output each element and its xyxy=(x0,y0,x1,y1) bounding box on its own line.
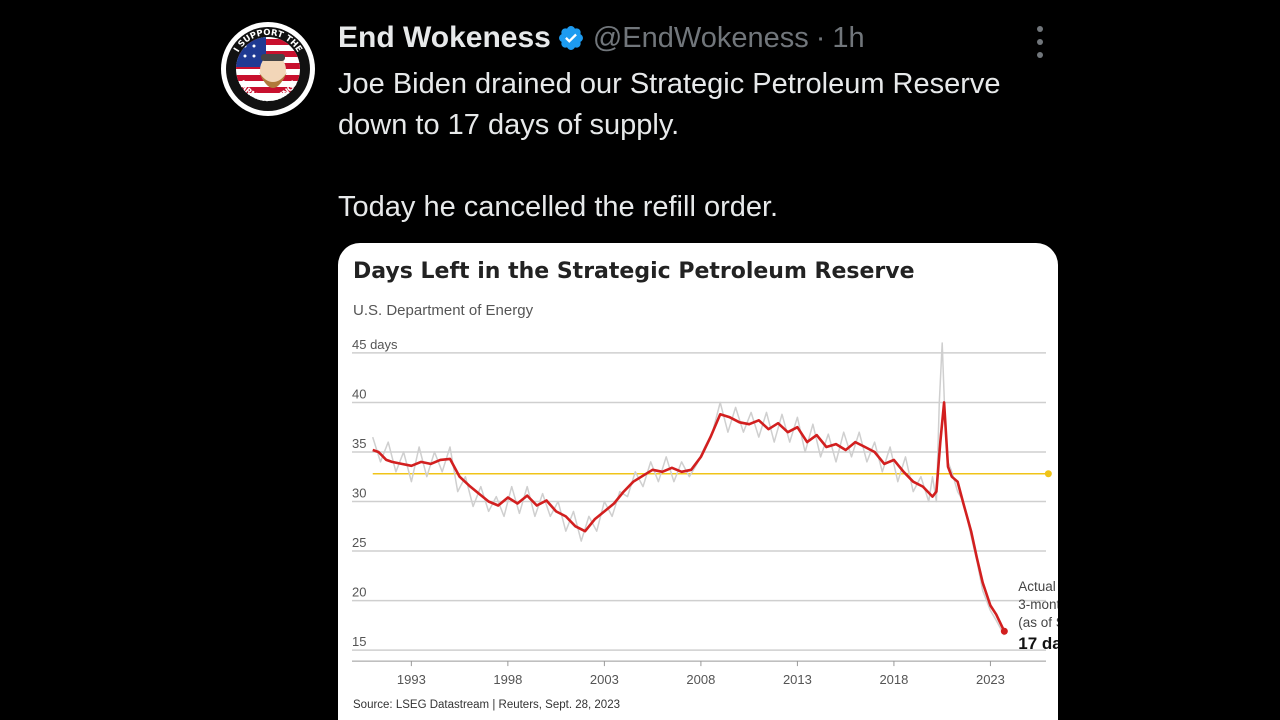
chart-title: Days Left in the Strategic Petroleum Res… xyxy=(353,259,915,284)
post-header: End Wokeness @EndWokeness · 1h xyxy=(338,18,865,58)
y-tick-label: 30 xyxy=(352,486,366,501)
annotation-line-3: (as of Sept. 22, 2023) xyxy=(1018,615,1058,630)
x-tick-label: 2008 xyxy=(686,672,715,687)
y-tick-label: 25 xyxy=(352,535,366,550)
chart-source: Source: LSEG Datastream | Reuters, Sept.… xyxy=(353,699,620,711)
x-tick-label: 2018 xyxy=(879,672,908,687)
post-text-line-3: Today he cancelled the refill order. xyxy=(338,191,779,223)
y-tick-label: 15 xyxy=(352,634,366,649)
x-axis-labels: 1993 1998 2003 2008 2013 2018 2023 xyxy=(397,672,1005,687)
post-text-line-1: Joe Biden drained our Strategic Petroleu… xyxy=(338,68,1001,100)
avatar-badge-icon: I SUPPORT THE FARMER THINGS xyxy=(222,23,314,115)
post-timestamp[interactable]: 1h xyxy=(832,21,865,54)
y-tick-label: 20 xyxy=(352,585,366,600)
x-tick-label: 2013 xyxy=(783,672,812,687)
average-marker xyxy=(1044,470,1052,478)
annotation-value: 17 days xyxy=(1018,634,1058,653)
chart-annotation: Actual value and 3-month average (as of … xyxy=(1018,579,1058,653)
author-avatar[interactable]: I SUPPORT THE FARMER THINGS xyxy=(221,22,315,116)
chart-series xyxy=(371,342,1008,636)
x-tick-label: 1993 xyxy=(397,672,426,687)
verified-badge-icon xyxy=(557,24,585,52)
x-tick-label: 2023 xyxy=(976,672,1005,687)
more-dot-1 xyxy=(1037,26,1043,32)
chart-subtitle: U.S. Department of Energy xyxy=(353,302,534,319)
y-axis-labels: 45 days 40 35 30 25 20 15 xyxy=(352,337,398,649)
series-weekly-actual xyxy=(371,342,1005,636)
series-3-month-average xyxy=(372,401,1006,632)
chart-grid xyxy=(352,352,1046,667)
x-tick-label: 2003 xyxy=(590,672,619,687)
annotation-line-1: Actual value and xyxy=(1018,579,1058,594)
chart-svg: Days Left in the Strategic Petroleum Res… xyxy=(352,259,1058,711)
more-dot-3 xyxy=(1037,52,1043,58)
latest-value-point xyxy=(1000,627,1008,635)
post-text-line-2: down to 17 days of supply. xyxy=(338,109,680,141)
more-dot-2 xyxy=(1037,39,1043,45)
author-handle[interactable]: @EndWokeness xyxy=(592,21,809,54)
meta-separator: · xyxy=(815,21,826,54)
annotation-line-2: 3-month average xyxy=(1018,597,1058,612)
post-text: Joe Biden drained our Strategic Petroleu… xyxy=(338,64,1068,228)
y-tick-label: 40 xyxy=(352,386,366,401)
x-tick-label: 1998 xyxy=(493,672,522,687)
y-tick-label: 35 xyxy=(352,436,366,451)
y-tick-label: 45 days xyxy=(352,337,398,352)
average-line-group: Average xyxy=(372,470,1052,478)
more-options-icon[interactable] xyxy=(1026,26,1054,58)
author-name[interactable]: End Wokeness xyxy=(338,21,551,54)
media-card[interactable]: Days Left in the Strategic Petroleum Res… xyxy=(338,243,1058,720)
